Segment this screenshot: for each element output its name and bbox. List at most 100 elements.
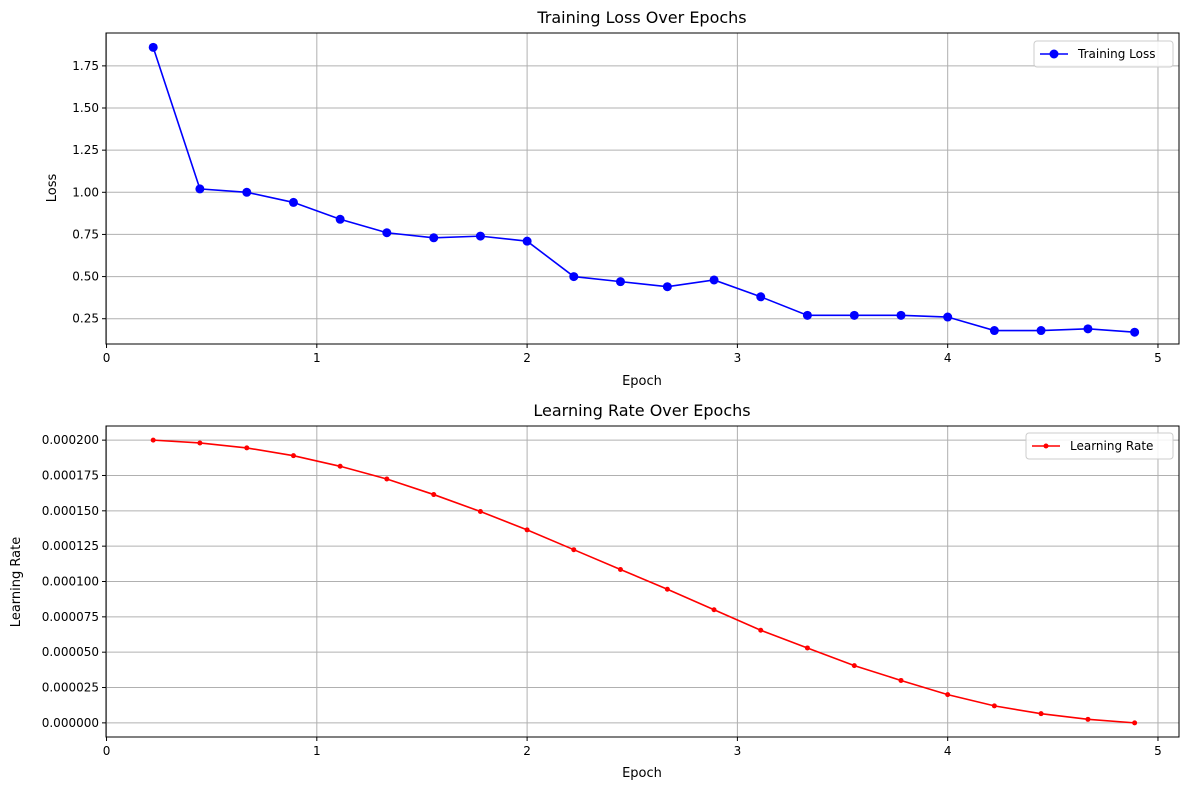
- loss-data-point: [849, 310, 859, 320]
- lr-y-tick-label: 0.000075: [42, 610, 99, 624]
- loss-data-point: [989, 326, 999, 336]
- lr-data-point: [197, 440, 203, 446]
- lr-x-tick-label: 1: [313, 744, 321, 758]
- loss-legend-box: [1033, 40, 1174, 68]
- loss-chart-title: Training Loss Over Epochs: [536, 8, 746, 27]
- lr-data-point: [1085, 716, 1091, 722]
- loss-y-tick-label: 1.25: [72, 143, 99, 157]
- lr-x-tick-label: 0: [103, 744, 111, 758]
- lr-data-point: [945, 692, 951, 698]
- lr-y-tick-label: 0.000050: [42, 645, 99, 659]
- lr-y-tick-label: 0.000125: [42, 539, 99, 553]
- lr-data-point: [617, 566, 623, 572]
- loss-y-axis-label: Loss: [45, 174, 60, 203]
- lr-x-tick-label: 2: [523, 744, 531, 758]
- loss-data-point: [1130, 327, 1140, 337]
- loss-y-tick-label: 1.50: [72, 101, 99, 115]
- loss-data-point: [662, 282, 672, 292]
- lr-y-tick-label: 0.000025: [42, 681, 99, 695]
- lr-y-tick-label: 0.000175: [42, 468, 99, 482]
- loss-data-point: [1036, 326, 1046, 336]
- loss-y-tick-label: 1.75: [72, 59, 99, 73]
- lr-data-point: [384, 476, 390, 482]
- lr-y-axis: 0.000000 0.000025 0.000050 0.000075 0.000100…: [42, 433, 106, 730]
- loss-x-tick-label: 1: [313, 351, 321, 365]
- loss-y-tick-label: 0.50: [72, 270, 99, 284]
- lr-chart-title: Learning Rate Over Epochs: [533, 401, 750, 420]
- lr-grid: [106, 426, 1179, 737]
- loss-x-axis-label: Epoch: [622, 374, 662, 389]
- lr-data-point: [898, 677, 904, 683]
- loss-y-tick-label: 1.00: [72, 185, 99, 199]
- loss-data-point: [382, 228, 392, 238]
- loss-data-point: [569, 272, 579, 282]
- loss-data-point: [195, 184, 205, 194]
- loss-data-point: [802, 310, 812, 320]
- lr-y-tick-label: 0.000100: [42, 575, 99, 589]
- lr-data-point: [804, 645, 810, 651]
- loss-data-point: [475, 231, 485, 241]
- lr-legend: Learning Rate: [1025, 432, 1174, 460]
- lr-legend-box: [1025, 432, 1174, 460]
- loss-data-point: [288, 197, 298, 207]
- lr-x-tick-label: 4: [944, 744, 952, 758]
- loss-series: [148, 42, 1140, 337]
- loss-x-axis: 0 1 2 3 4 5: [103, 344, 1162, 365]
- loss-data-point: [335, 214, 345, 224]
- lr-data-point: [571, 547, 577, 553]
- lr-series: [150, 437, 1138, 726]
- lr-data-point: [758, 627, 764, 633]
- lr-data-point: [150, 437, 156, 443]
- loss-data-point: [522, 236, 532, 246]
- loss-data-point: [943, 312, 953, 322]
- lr-data-point: [431, 492, 437, 498]
- lr-data-point: [991, 703, 997, 709]
- loss-plot-frame: [105, 32, 1180, 345]
- lr-x-axis-label: Epoch: [622, 766, 662, 781]
- loss-data-point: [709, 275, 719, 285]
- lr-y-tick-label: 0.000200: [42, 433, 99, 447]
- loss-series-line: [152, 47, 1135, 333]
- loss-grid: [106, 33, 1179, 344]
- loss-y-tick-label: 0.75: [72, 227, 99, 241]
- loss-y-axis: 0.25 0.50 0.75 1.00 1.25 1.50 1.75: [72, 59, 106, 326]
- loss-chart: Training Loss Over Epochs 0 1 2 3 4 5 0.25 0.5…: [45, 8, 1180, 389]
- lr-y-axis-label: Learning Rate: [9, 537, 24, 627]
- lr-x-axis: 0 1 2 3 4 5: [103, 737, 1162, 758]
- lr-y-tick-label: 0.000150: [42, 504, 99, 518]
- lr-legend-marker: [1043, 443, 1049, 449]
- loss-legend: Training Loss: [1033, 40, 1174, 68]
- lr-data-point: [477, 509, 483, 515]
- lr-data-point: [244, 445, 250, 451]
- lr-data-point: [711, 607, 717, 613]
- lr-data-point: [524, 527, 530, 533]
- loss-data-point: [756, 292, 766, 302]
- loss-x-tick-label: 2: [523, 351, 531, 365]
- loss-legend-marker: [1049, 49, 1059, 59]
- lr-series-line: [153, 439, 1135, 724]
- lr-data-point: [1132, 720, 1138, 726]
- lr-data-point: [290, 453, 296, 459]
- loss-y-tick-label: 0.25: [72, 312, 99, 326]
- lr-chart: Learning Rate Over Epochs 0 1 2 3 4 5 0.00000…: [9, 401, 1180, 781]
- lr-legend-label: Learning Rate: [1070, 439, 1153, 453]
- loss-data-point: [615, 277, 625, 287]
- loss-data-point: [242, 187, 252, 197]
- lr-x-tick-label: 5: [1154, 744, 1162, 758]
- lr-data-point: [337, 463, 343, 469]
- loss-x-tick-label: 4: [944, 351, 952, 365]
- lr-data-point: [664, 586, 670, 592]
- loss-x-tick-label: 5: [1154, 351, 1162, 365]
- loss-data-point: [896, 310, 906, 320]
- lr-y-tick-label: 0.000000: [42, 716, 99, 730]
- lr-data-point: [1038, 711, 1044, 717]
- loss-legend-label: Training Loss: [1077, 47, 1155, 61]
- lr-data-point: [851, 663, 857, 669]
- loss-data-point: [148, 42, 158, 52]
- lr-x-tick-label: 3: [734, 744, 742, 758]
- loss-data-point: [429, 233, 439, 243]
- loss-data-point: [1083, 324, 1093, 334]
- loss-x-tick-label: 0: [103, 351, 111, 365]
- loss-x-tick-label: 3: [734, 351, 742, 365]
